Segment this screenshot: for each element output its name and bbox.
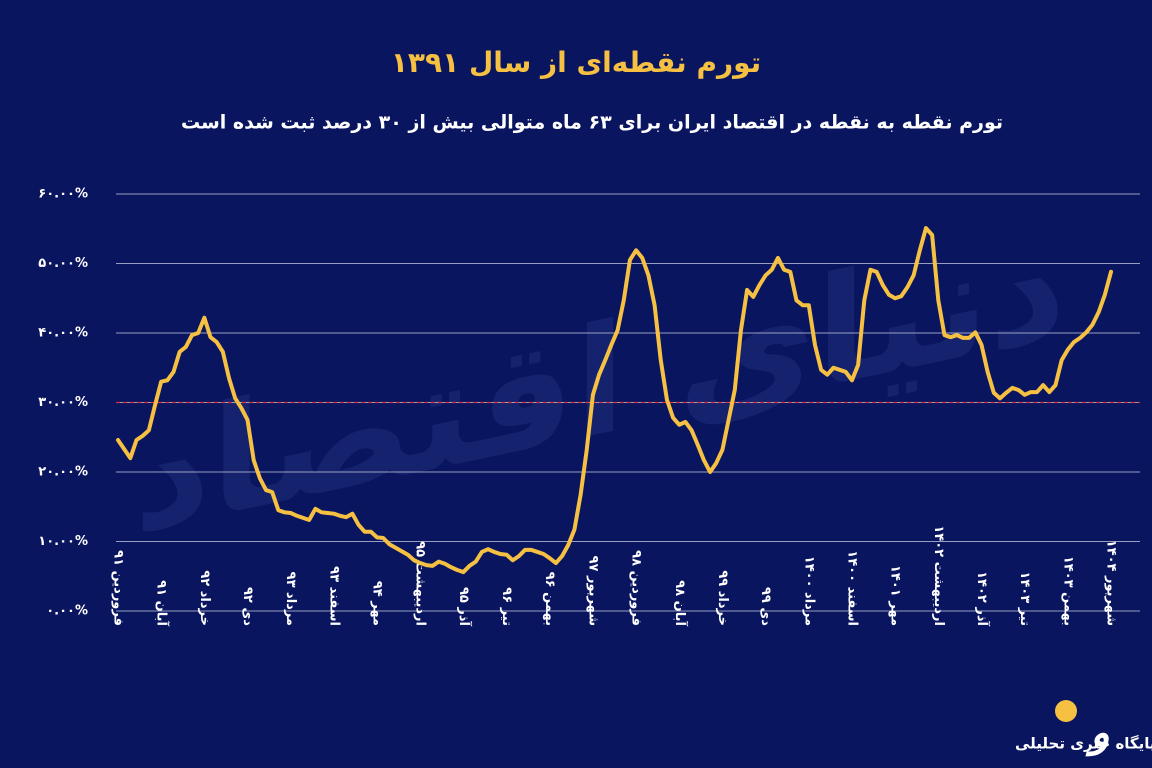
x-tick-label: دی ۹۹ <box>758 587 773 626</box>
x-tick-label: مرداد ۹۳ <box>283 572 298 626</box>
y-tick-label: ۱۰.۰۰% <box>38 534 88 549</box>
chart-subtitle: تورم نقطه به نقطه در اقتصاد ایران برای ۶… <box>181 112 1003 134</box>
x-tick-label: بهمن ۹۶ <box>542 572 557 626</box>
x-tick-label: اردیبهشت ۱۴۰۲ <box>931 525 946 626</box>
x-tick-label: بهمن ۱۴۰۳ <box>1060 556 1075 626</box>
x-tick-label: آبان ۹۸ <box>672 580 689 626</box>
y-tick-label: ۴۰.۰۰% <box>38 326 88 341</box>
x-tick-label: اسفند ۹۳ <box>326 566 341 626</box>
x-tick-label: دی ۹۲ <box>240 587 255 626</box>
x-tick-label: شهریور ۹۷ <box>585 556 600 626</box>
x-tick-label: مهر ۹۴ <box>370 581 385 626</box>
chart-title: تورم نقطه‌ای از سال ۱۳۹۱ <box>391 46 761 79</box>
x-tick-label: مرداد ۱۴۰۰ <box>801 556 816 626</box>
data-line <box>116 226 1113 575</box>
x-tick-label: تیر ۹۶ <box>499 587 514 626</box>
logo-dot <box>1055 700 1077 722</box>
x-tick-label: آبان ۹۱ <box>154 580 171 626</box>
x-tick-label: فروردین ۹۱ <box>111 550 126 626</box>
x-tick-label: اردیبهشت ۹۵ <box>413 541 428 626</box>
source-label: پایگاه خبری تحلیلی <box>1015 735 1152 754</box>
x-tick-label: خرداد ۹۲ <box>197 570 212 626</box>
y-tick-label: ۲۰.۰۰% <box>38 465 88 480</box>
y-tick-label: ۶۰.۰۰% <box>38 187 88 202</box>
x-tick-label: اسفند ۱۴۰۰ <box>844 550 859 626</box>
logo-mark: ﻭ <box>1085 710 1109 757</box>
x-tick-label: تیر ۱۴۰۳ <box>1017 571 1032 626</box>
x-tick-label: آذر ۱۴۰۲ <box>974 571 991 626</box>
x-tick-label: شهریور ۱۴۰۴ <box>1104 540 1119 626</box>
x-tick-label: خرداد ۹۹ <box>715 570 730 626</box>
y-tick-label: ۳۰.۰۰% <box>38 395 88 410</box>
x-tick-label: فروردین ۹۸ <box>629 550 644 626</box>
x-tick-label: آذر ۹۵ <box>456 587 473 627</box>
x-tick-label: مهر ۱۴۰۱ <box>888 565 903 626</box>
y-tick-label: ۰.۰۰% <box>46 604 88 619</box>
y-tick-label: ۵۰.۰۰% <box>38 256 88 271</box>
